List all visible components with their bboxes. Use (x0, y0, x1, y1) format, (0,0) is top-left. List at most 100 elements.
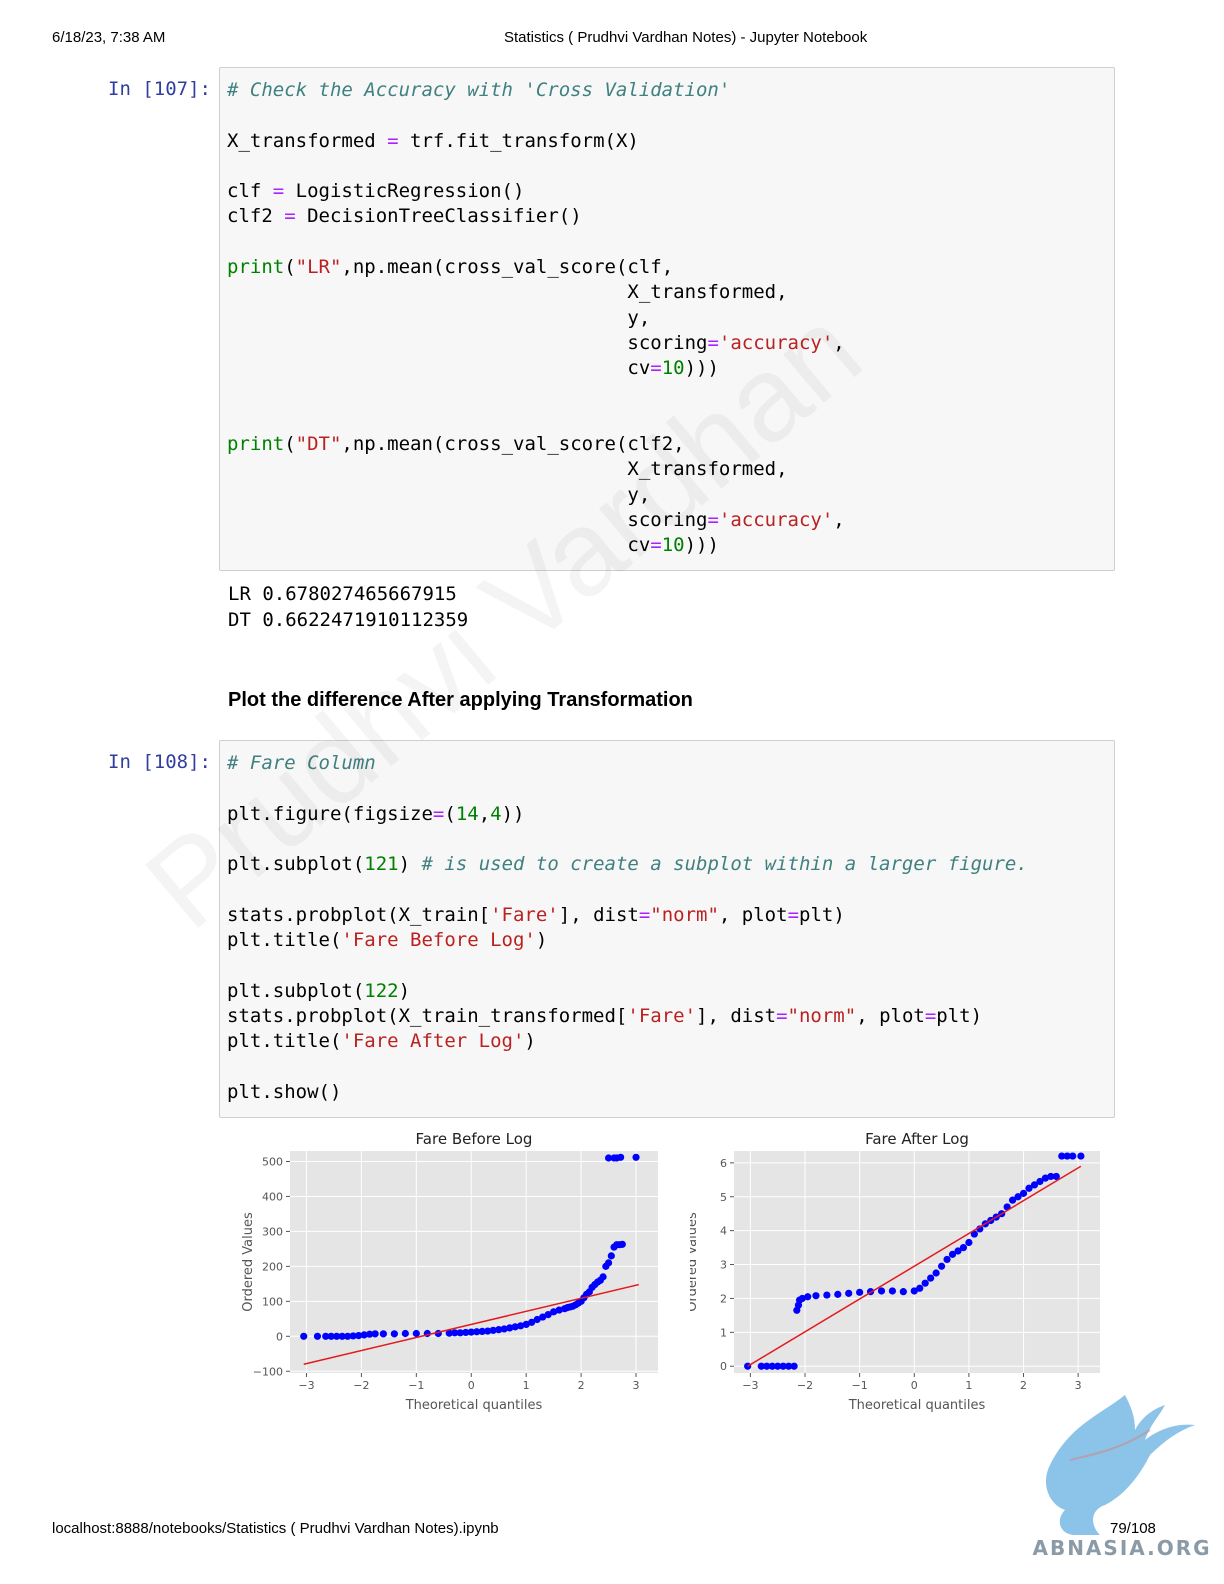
code-number: 4 (490, 803, 501, 825)
print-url: localhost:8888/notebooks/Statistics ( Pr… (52, 1520, 499, 1537)
data-point (845, 1290, 852, 1297)
y-tick-label: 400 (262, 1190, 283, 1203)
code-operator: = (776, 1005, 787, 1027)
cell-prompt-107: In [107]: (108, 78, 211, 100)
code-number: 10 (662, 357, 685, 379)
code-token: clf2 (227, 205, 284, 227)
code-token: ( (284, 256, 295, 278)
chart-title: Fare After Log (865, 1130, 969, 1148)
y-tick-label: −100 (253, 1365, 283, 1378)
code-token: y, (627, 307, 650, 329)
code-operator: = (387, 130, 398, 152)
data-point (927, 1274, 934, 1281)
data-point (632, 1154, 639, 1161)
code-token: LogisticRegression() (284, 180, 524, 202)
code-operator: = (650, 357, 661, 379)
y-tick-label: 4 (720, 1225, 727, 1238)
data-point (834, 1291, 841, 1298)
code-string: "norm" (650, 904, 719, 926)
code-operator: = (433, 803, 444, 825)
data-point (372, 1330, 379, 1337)
code-operator: = (273, 180, 284, 202)
code-token: plt.title( (227, 1030, 341, 1052)
data-point (960, 1244, 967, 1251)
x-tick-label: −2 (797, 1379, 813, 1392)
data-point (878, 1287, 885, 1294)
data-point (617, 1154, 624, 1161)
y-tick-label: 2 (720, 1292, 727, 1305)
code-token: plt) (936, 1005, 982, 1027)
y-tick-label: 100 (262, 1295, 283, 1308)
x-tick-label: −3 (298, 1379, 314, 1392)
x-tick-label: 1 (965, 1379, 972, 1392)
print-page-title: Statistics ( Prudhvi Vardhan Notes) - Ju… (504, 29, 867, 46)
code-token: DecisionTreeClassifier() (296, 205, 582, 227)
code-token: ], dist (696, 1005, 776, 1027)
x-tick-label: −2 (353, 1379, 369, 1392)
x-tick-label: 2 (1020, 1379, 1027, 1392)
code-token: ( (284, 433, 295, 455)
data-point (790, 1363, 797, 1370)
code-token: , plot (856, 1005, 925, 1027)
data-point (933, 1269, 940, 1276)
code-token: ) (399, 980, 410, 1002)
code-token: ( (444, 803, 455, 825)
print-datetime: 6/18/23, 7:38 AM (52, 29, 165, 46)
y-tick-label: 300 (262, 1225, 283, 1238)
y-tick-label: 3 (720, 1259, 727, 1272)
code-number: 14 (456, 803, 479, 825)
cell-prompt-108: In [108]: (108, 751, 211, 773)
x-tick-label: 3 (633, 1379, 640, 1392)
data-point (922, 1280, 929, 1287)
x-tick-label: 0 (911, 1379, 918, 1392)
code-string: "LR" (296, 256, 342, 278)
code-token: trf.fit_transform(X) (399, 130, 639, 152)
data-point (1077, 1152, 1084, 1159)
logo-text: ABNASIA.ORG (1032, 1536, 1211, 1560)
y-tick-label: 0 (276, 1330, 283, 1343)
x-tick-label: −1 (852, 1379, 868, 1392)
plot-area (734, 1151, 1100, 1373)
x-tick-label: −1 (408, 1379, 424, 1392)
code-token: X_transformed (227, 130, 387, 152)
code-token: )) (502, 803, 525, 825)
data-point (804, 1293, 811, 1300)
code-token: plt.subplot( (227, 980, 364, 1002)
code-operator: = (788, 904, 799, 926)
x-axis-label: Theoretical quantiles (405, 1398, 543, 1413)
code-token: plt.title( (227, 929, 341, 951)
data-point (889, 1287, 896, 1294)
data-point (943, 1256, 950, 1263)
code-operator: = (284, 205, 295, 227)
data-point (413, 1330, 420, 1337)
code-string: "norm" (788, 1005, 857, 1027)
data-point (856, 1289, 863, 1296)
data-point (916, 1285, 923, 1292)
y-tick-label: 200 (262, 1260, 283, 1273)
data-point (605, 1259, 612, 1266)
data-point (300, 1333, 307, 1340)
x-tick-label: 2 (578, 1379, 585, 1392)
x-tick-label: 0 (468, 1379, 475, 1392)
data-point (938, 1263, 945, 1270)
data-point (314, 1333, 321, 1340)
data-point (1020, 1190, 1027, 1197)
code-comment: # is used to create a subplot within a l… (422, 853, 1028, 875)
code-string: 'Fare Before Log' (341, 929, 535, 951)
data-point (744, 1363, 751, 1370)
code-token: scoring (627, 332, 707, 354)
code-token: ,np.mean(cross_val_score(clf, (341, 256, 673, 278)
code-token: ) (524, 1030, 535, 1052)
data-point (965, 1239, 972, 1246)
y-tick-label: 6 (720, 1157, 727, 1170)
code-token: plt) (799, 904, 845, 926)
code-token: clf (227, 180, 273, 202)
code-token: ) (536, 929, 547, 951)
code-token: , (479, 803, 490, 825)
data-point (812, 1292, 819, 1299)
x-tick-label: 1 (523, 1379, 530, 1392)
qq-plot-fare-after-log: −3 −2 −1 0 1 2 3 0 1 2 3 4 5 6 Fare After Log Theoretic… (690, 1125, 1110, 1420)
code-token: X_transformed, (627, 281, 787, 303)
code-string: 'Fare After Log' (341, 1030, 524, 1052)
data-point (1069, 1152, 1076, 1159)
